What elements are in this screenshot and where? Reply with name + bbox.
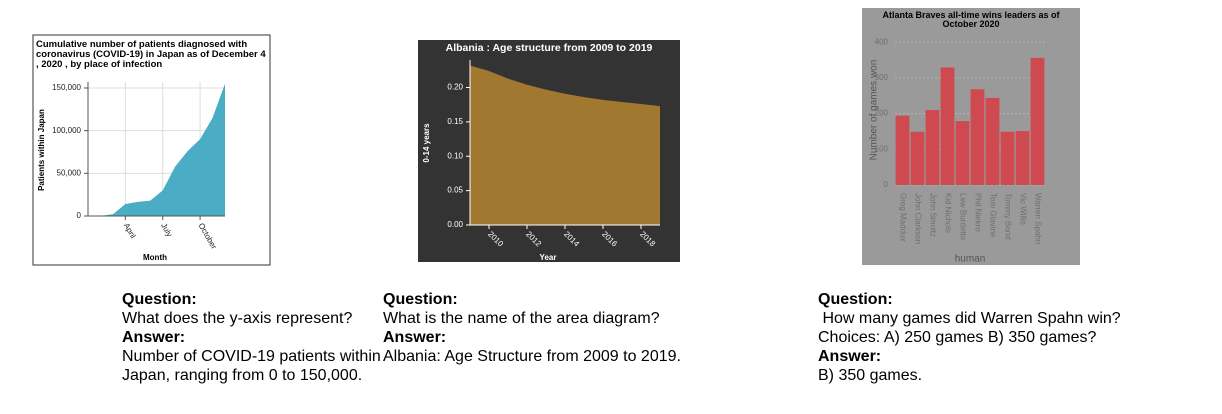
y-tick-label: 0.00 [447,220,463,229]
question: What does the y-axis represent? [122,310,353,327]
x-axis-label: Year [540,253,557,262]
y-axis-label: Number of games won [869,60,880,161]
qa-block: Question: What is the name of the area d… [383,290,688,366]
question: How many games did Warren Spahn win? Cho… [818,310,1126,346]
qa-block: Question: How many games did Warren Spah… [818,290,1173,385]
bar [985,97,1000,185]
answer-label: Answer: [383,329,447,346]
question-label: Question: [122,291,197,308]
x-tick-label: Greg Maddux [898,193,907,241]
x-tick-label: Tom Glavine [988,193,997,238]
answer-label: Answer: [122,329,186,346]
bar [1000,131,1015,185]
y-tick-label: 400 [875,37,889,46]
bar [895,115,910,185]
y-tick-label: 0 [884,180,889,189]
x-tick-label: Warren Spahn [1033,193,1042,244]
y-axis-label: Patients within Japan [37,109,46,191]
y-tick-label: 100,000 [52,126,81,135]
x-tick-label: John Clarkson [913,193,922,244]
qa-block: Question: What does the y-axis represent… [122,290,384,385]
answer: Albania: Age Structure from 2009 to 2019… [383,348,681,365]
x-tick-label: Kid Nichols [943,193,952,233]
answer: B) 350 games. [818,367,923,384]
answer: Number of COVID-19 patients within Japan… [122,348,381,384]
area [88,83,225,217]
x-tick-label: Vic Willis [1018,193,1027,225]
bar [940,67,955,185]
y-tick-label: 200 [875,109,889,118]
x-tick-label: Phil Niekro [973,193,982,232]
bar [955,121,970,185]
y-tick-label: 0.10 [447,151,463,160]
y-tick-label: 0.15 [447,117,463,126]
chart-title: Albania : Age structure from 2009 to 201… [445,42,653,54]
y-tick-label: 0.05 [447,186,463,195]
y-tick-label: 100 [875,144,889,153]
y-axis-label: 0-14 years [422,123,431,163]
y-tick-label: 0 [77,211,82,220]
x-tick-label: Lew Burdette [958,193,967,241]
bar [970,89,985,185]
bar [1030,57,1045,185]
y-tick-label: 50,000 [57,168,82,177]
chart-title: Cumulative number of patients diagnosed … [36,39,266,70]
area [470,65,660,225]
x-tick-label: John Smoltz [928,193,937,237]
y-tick-label: 300 [875,73,889,82]
question-label: Question: [383,291,458,308]
bar [910,131,925,185]
chart-title: Atlanta Braves all-time wins leaders as … [882,10,1060,30]
y-tick-label: 150,000 [52,83,81,92]
question: What is the name of the area diagram? [383,310,660,327]
panel-frame [32,34,271,266]
answer-label: Answer: [818,348,882,365]
x-axis-label: human [955,254,986,265]
y-tick-label: 0.20 [447,83,463,92]
x-tick-label: Tommy Bond [1003,193,1012,240]
question-label: Question: [818,291,893,308]
bar [1015,131,1030,185]
bar [925,110,940,185]
x-axis-label: Month [143,253,167,262]
